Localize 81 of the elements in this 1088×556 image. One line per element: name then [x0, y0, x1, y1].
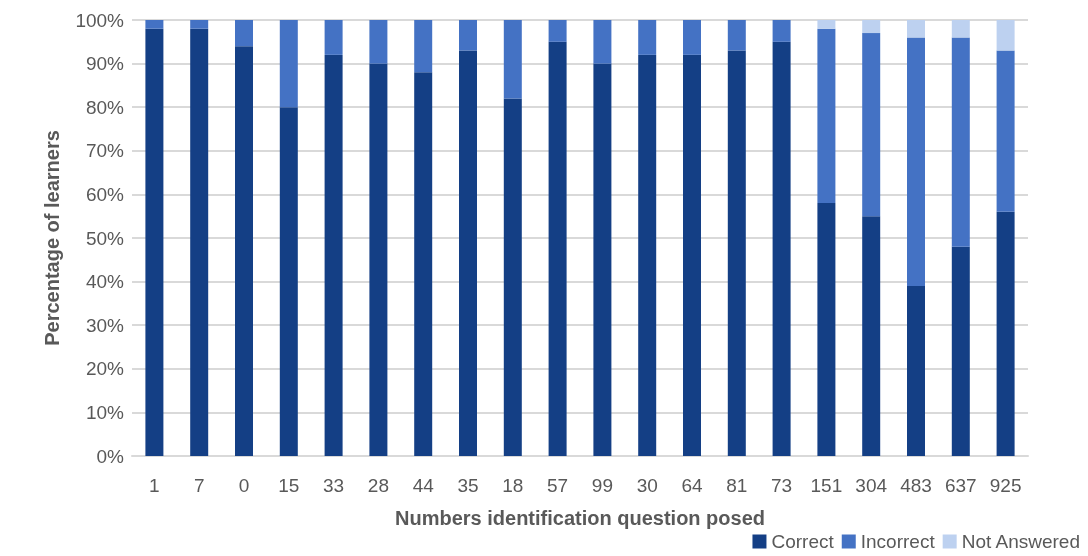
- y-tick-label: 30%: [85, 314, 125, 336]
- bar: [369, 63, 388, 456]
- bar: [145, 20, 164, 29]
- y-tick-label: 50%: [85, 227, 125, 249]
- bar: [683, 20, 701, 55]
- x-tick-label: 925: [989, 475, 1022, 496]
- bar: [190, 28, 209, 456]
- x-tick-label: 33: [323, 475, 345, 496]
- bar: [951, 20, 970, 38]
- bar: [324, 54, 343, 456]
- bar: [638, 20, 657, 55]
- bar: [279, 107, 298, 456]
- bar: [862, 20, 881, 34]
- bar: [817, 28, 836, 204]
- y-tick-label: 20%: [85, 358, 125, 380]
- x-tick-label: 28: [367, 475, 389, 496]
- bar: [817, 203, 836, 456]
- x-tick-label: 483: [900, 475, 932, 496]
- x-tick-label: 73: [771, 475, 793, 496]
- bar: [996, 50, 1015, 212]
- legend-label: Incorrect: [860, 531, 936, 552]
- y-tick-label: 0%: [96, 445, 125, 467]
- y-tick-label: 70%: [85, 140, 125, 162]
- x-tick-label: 15: [278, 475, 300, 496]
- x-axis-title: Numbers identification question posed: [394, 507, 766, 529]
- y-tick-label: 60%: [85, 183, 125, 205]
- bar: [996, 20, 1015, 51]
- bar: [593, 20, 612, 64]
- bar: [503, 98, 522, 456]
- bar: [638, 54, 657, 456]
- x-tick-label: 81: [726, 475, 748, 496]
- bar: [369, 20, 388, 64]
- bar: [593, 63, 612, 456]
- bar: [414, 20, 433, 73]
- x-tick-label: 44: [412, 475, 435, 496]
- bar: [907, 37, 925, 286]
- x-tick-label: 304: [855, 475, 888, 496]
- x-tick-label: 64: [681, 475, 703, 496]
- bar: [951, 37, 970, 247]
- x-tick-label: 18: [502, 475, 524, 496]
- y-tick-label: 100%: [75, 9, 125, 31]
- y-axis-title: Percentage of learners: [41, 130, 63, 346]
- y-tick-label: 40%: [85, 271, 125, 293]
- bar: [907, 285, 925, 456]
- bar: [235, 46, 253, 456]
- bar: [683, 54, 701, 456]
- bar: [414, 72, 433, 456]
- bar: [996, 211, 1015, 456]
- bar: [459, 50, 477, 456]
- y-tick-label: 90%: [85, 53, 125, 75]
- x-tick-label: 637: [944, 475, 977, 496]
- bar: [817, 20, 836, 29]
- x-tick-label: 30: [636, 475, 658, 496]
- bar: [862, 216, 881, 456]
- bar: [279, 20, 298, 108]
- bar: [951, 246, 970, 456]
- bar: [907, 20, 925, 38]
- legend-label: Not Answered: [961, 531, 1080, 552]
- bar: [727, 20, 746, 51]
- x-tick-label: 7: [193, 475, 205, 496]
- x-tick-label: 57: [547, 475, 569, 496]
- y-tick-label: 80%: [85, 96, 125, 118]
- bar: [503, 20, 522, 99]
- bar: [772, 41, 791, 456]
- bar: [235, 20, 253, 47]
- bar: [862, 33, 881, 217]
- bar: [548, 41, 567, 456]
- y-tick-label: 10%: [85, 401, 125, 423]
- bar: [772, 20, 791, 42]
- bar: [727, 50, 746, 456]
- x-tick-label: 35: [457, 475, 479, 496]
- x-tick-label: 151: [810, 475, 843, 496]
- bar: [548, 20, 567, 42]
- bar: [145, 28, 164, 456]
- bar: [190, 20, 209, 29]
- x-tick-label: 0: [238, 475, 250, 496]
- bar: [459, 20, 477, 51]
- x-tick-label: 99: [591, 475, 613, 496]
- x-tick-label: 1: [149, 475, 160, 496]
- bar: [324, 20, 343, 55]
- legend-label: Correct: [771, 531, 835, 552]
